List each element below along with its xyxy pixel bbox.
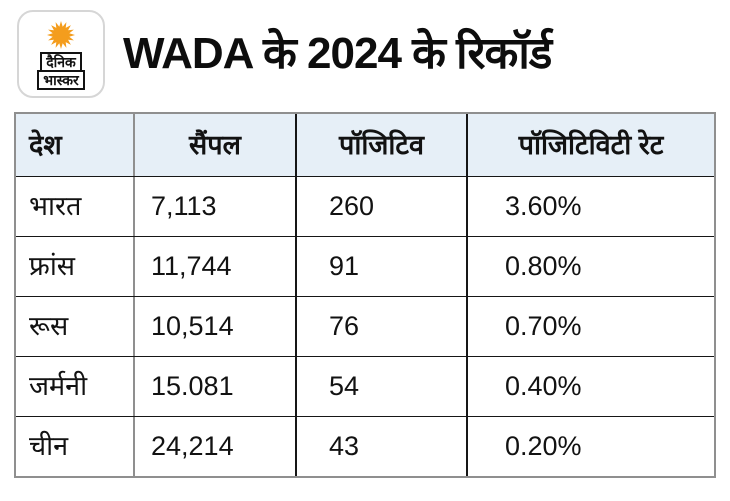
table-row: जर्मनी 15.081 54 0.40% [16,356,714,416]
positive-cell: 260 [297,177,468,236]
dainik-bhaskar-logo: दैनिक भास्कर [17,10,105,98]
country-cell: चीन [16,417,135,476]
samples-cell: 7,113 [135,177,297,236]
column-header-positive: पॉजिटिव [297,114,468,176]
positivity-rate-cell: 0.20% [505,431,582,462]
positive-cell: 91 [297,237,468,296]
samples-cell: 24,214 [135,417,297,476]
positivity-rate-cell: 0.40% [505,371,582,402]
table-row: भारत 7,113 260 3.60% [16,176,714,236]
table-header-row: देश सैंपल पॉजिटिव पॉजिटिविटी रेट [16,114,714,176]
positive-cell: 76 [297,297,468,356]
positivity-rate-cell: 0.80% [505,251,582,282]
page-title: WADA के 2024 के रिकॉर्ड [123,28,552,78]
country-cell: जर्मनी [16,357,135,416]
table-row: चीन 24,214 43 0.20% [16,416,714,476]
positivity-rate-cell: 3.60% [505,191,582,222]
country-cell: रूस [16,297,135,356]
column-header-country: देश [16,114,135,176]
logo-word-bhaskar: भास्कर [37,70,85,91]
sun-icon [47,20,75,49]
logo-word-dainik: दैनिक [40,51,82,72]
positive-cell: 54 [297,357,468,416]
wada-records-table: देश सैंपल पॉजिटिव पॉजिटिविटी रेट भारत 7,… [14,112,716,478]
samples-cell: 11,744 [135,237,297,296]
column-header-samples: सैंपल [135,114,297,176]
masthead: दैनिक भास्कर WADA के 2024 के रिकॉर्ड [17,10,552,98]
country-cell: फ्रांस [16,237,135,296]
positivity-rate-cell: 0.70% [505,311,582,342]
table-row: रूस 10,514 76 0.70% [16,296,714,356]
table-row: फ्रांस 11,744 91 0.80% [16,236,714,296]
country-cell: भारत [16,177,135,236]
samples-cell: 10,514 [135,297,297,356]
positive-cell: 43 [297,417,468,476]
column-header-positivity-rate: पॉजिटिविटी रेट [518,129,664,160]
samples-cell: 15.081 [135,357,297,416]
